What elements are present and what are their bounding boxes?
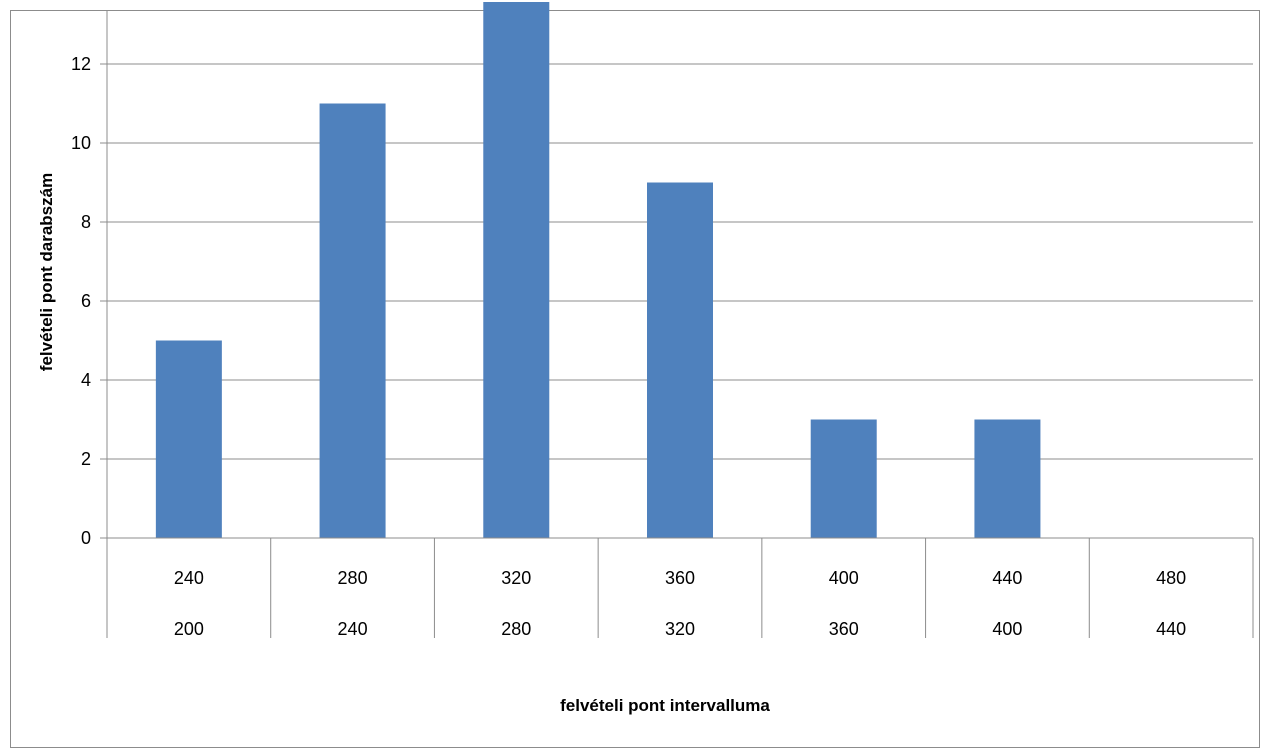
x-axis-title: felvételi pont intervalluma <box>560 696 770 715</box>
bars <box>155 2 1041 538</box>
y-tick-label: 0 <box>81 528 91 548</box>
bar <box>647 182 713 538</box>
y-tick-label: 2 <box>81 449 91 469</box>
y-tick-label: 12 <box>71 54 91 74</box>
bar <box>483 2 550 538</box>
x-tick-label-lower: 280 <box>501 619 531 639</box>
y-axis-title: felvételi pont darabszám <box>37 173 56 371</box>
x-tick-label-upper: 320 <box>501 568 531 588</box>
x-tick-label-upper: 440 <box>992 568 1022 588</box>
y-tick-labels: 0 2 4 6 8 10 12 <box>71 54 91 548</box>
bar <box>810 419 877 538</box>
y-tick-label: 6 <box>81 291 91 311</box>
x-tick-label-lower: 440 <box>1156 619 1186 639</box>
x-tick-label-upper: 400 <box>829 568 859 588</box>
axes <box>100 10 1254 638</box>
x-tick-label-lower: 320 <box>665 619 695 639</box>
y-tick-label: 8 <box>81 212 91 232</box>
y-tick-label: 10 <box>71 133 91 153</box>
y-tick-label: 4 <box>81 370 91 390</box>
x-tick-label-lower: 240 <box>338 619 368 639</box>
x-tick-labels: 240 200 280 240 320 280 360 320 400 360 440 400 480 4… <box>174 568 1186 639</box>
bar <box>319 103 386 538</box>
x-tick-label-upper: 480 <box>1156 568 1186 588</box>
x-tick-label-upper: 240 <box>174 568 204 588</box>
gridlines <box>107 63 1253 460</box>
x-tick-label-lower: 400 <box>992 619 1022 639</box>
x-tick-label-lower: 360 <box>829 619 859 639</box>
x-tick-label-upper: 360 <box>665 568 695 588</box>
bar <box>974 419 1041 538</box>
x-tick-label-upper: 280 <box>338 568 368 588</box>
x-tick-label-lower: 200 <box>174 619 204 639</box>
bar <box>155 340 222 538</box>
